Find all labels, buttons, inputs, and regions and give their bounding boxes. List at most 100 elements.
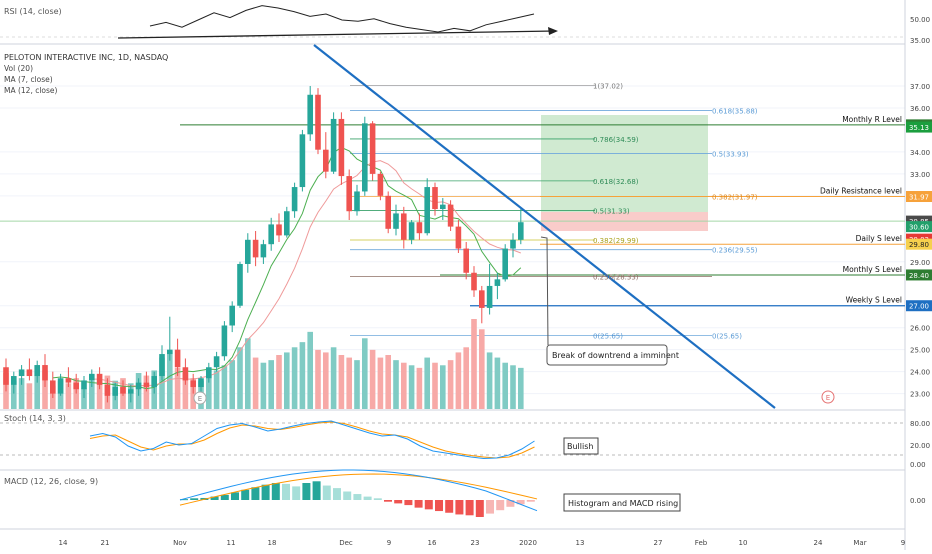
volume-bar — [237, 347, 243, 409]
time-tick: 27 — [654, 539, 663, 547]
candle-body — [73, 382, 79, 390]
volume-bar — [26, 383, 33, 409]
fib-label: 0.5(33.93) — [712, 150, 749, 158]
price-tag — [906, 221, 932, 233]
macd-title: MACD (12, 26, close, 9) — [4, 477, 98, 486]
candle-body — [65, 378, 72, 383]
volume-bar — [377, 357, 384, 409]
candle-body — [81, 380, 87, 390]
level-labels: Monthly R Level Daily Resistance level Dai… — [820, 115, 902, 305]
candle-body — [190, 380, 196, 388]
volume-bar — [174, 367, 181, 409]
time-tick: Feb — [695, 539, 708, 547]
macd-hist-bar — [516, 500, 525, 505]
macd-tick: 0.00 — [910, 497, 926, 505]
price-tags: 35.2335.1331.9730.8530.6030.0329.8028.40… — [906, 119, 932, 312]
macd-hist-bar — [353, 494, 362, 500]
volume-bar — [213, 370, 220, 409]
volume-bar — [315, 349, 321, 409]
stoch-panel: Stoch (14, 3, 3) 80.00 20.00 0.00 Bullish — [0, 414, 930, 471]
stoch-k-line — [89, 420, 535, 460]
candle-body — [416, 222, 423, 234]
break-annotation-box[interactable] — [546, 344, 668, 366]
volume-bar — [252, 357, 259, 409]
candles — [3, 85, 524, 403]
volume-bar — [416, 367, 423, 409]
macd-histogram — [180, 481, 535, 517]
macd-hist-bar — [394, 500, 403, 504]
candle-body — [284, 211, 290, 236]
candle-body — [518, 222, 524, 240]
macd-signal-line — [179, 473, 538, 506]
macd-hist-bar — [190, 498, 199, 500]
candle-body — [338, 118, 345, 177]
time-tick: 18 — [268, 539, 277, 547]
volume-bar — [65, 383, 72, 409]
volume-bar — [34, 375, 40, 409]
stoch-tick: 80.00 — [910, 420, 930, 428]
macd-hist-bar — [282, 483, 290, 500]
candle-body — [206, 367, 212, 379]
volume-bar — [510, 365, 516, 409]
price-tag — [906, 269, 932, 281]
time-tick: 13 — [576, 539, 585, 547]
macd-hist-bar — [526, 500, 535, 502]
candle-body — [510, 239, 516, 249]
rsi-trendline-arrowhead — [548, 27, 558, 35]
callout-pointer — [540, 236, 549, 346]
volume-bar — [346, 357, 352, 409]
volume-bar — [408, 365, 415, 409]
price-tag-label: 28.40 — [909, 272, 929, 280]
candle-body — [315, 94, 321, 150]
fib-label: 0.5(31.33) — [593, 208, 630, 216]
price-tag-label: 31.97 — [909, 194, 929, 202]
fib-label: 0.786(34.59) — [593, 136, 639, 144]
rsi-panel: RSI (14, close) 50.00 35.00 — [0, 5, 930, 45]
time-tick: 21 — [101, 539, 110, 547]
volume-bar — [245, 338, 251, 409]
rsi-line — [149, 5, 535, 33]
macd-hist-bar — [445, 500, 454, 513]
time-tick: 11 — [227, 539, 236, 547]
macd-annotation-box[interactable] — [563, 493, 681, 512]
price-tick: 37.00 — [910, 83, 930, 91]
price-tag — [906, 300, 932, 312]
volume-bar — [471, 319, 477, 409]
time-tick: 9 — [387, 539, 391, 547]
time-tick: 23 — [471, 539, 480, 547]
macd-hist-bar — [373, 498, 382, 500]
candle-body — [143, 382, 150, 388]
macd-hist-bar — [496, 500, 505, 511]
bullish-annotation-box[interactable] — [563, 437, 599, 455]
volume-bar — [455, 352, 462, 409]
candle-body — [57, 378, 64, 394]
fib-label: 0.382(31.97) — [712, 194, 758, 202]
stoch-tick: 0.00 — [910, 461, 926, 469]
volume-bar — [182, 373, 189, 409]
candle-body — [463, 248, 469, 273]
downtrend-line[interactable] — [313, 44, 776, 409]
candle-body — [432, 187, 438, 210]
volume-bar — [440, 365, 446, 409]
level-label: Monthly S Level — [843, 265, 902, 274]
candle-body — [486, 285, 493, 308]
candle-body — [198, 378, 204, 388]
price-tick: 26.00 — [910, 325, 930, 333]
time-tick: Nov — [173, 539, 187, 547]
price-tick: 23.00 — [910, 391, 930, 399]
volume-bar — [96, 383, 103, 409]
volume-bar — [401, 362, 407, 409]
candle-body — [471, 272, 477, 291]
macd-annotation: Histogram and MACD rising — [568, 499, 678, 508]
candle-body — [50, 380, 56, 394]
earnings-marker-2[interactable]: E — [821, 390, 835, 404]
macd-hist-bar — [261, 484, 270, 500]
break-annotation: Break of downtrend a imminent — [552, 351, 679, 360]
macd-hist-bar — [455, 500, 464, 515]
macd-hist-bar — [343, 491, 352, 500]
macd-hist-bar — [251, 487, 260, 500]
volume-bar — [143, 375, 150, 409]
earnings-marker-1[interactable]: E — [193, 391, 207, 405]
